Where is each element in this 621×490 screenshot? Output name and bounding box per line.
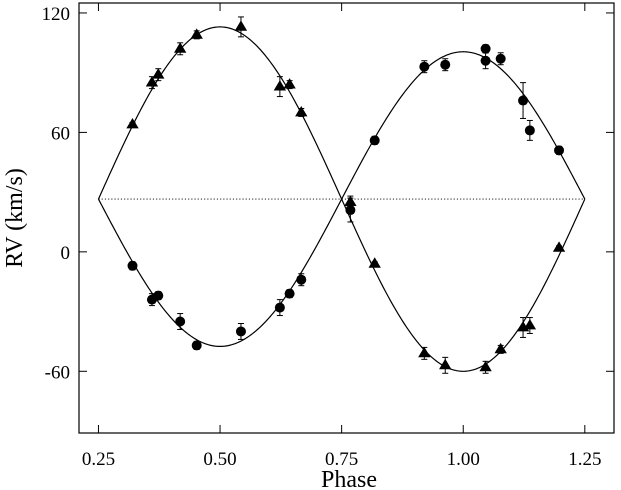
triangle-point bbox=[126, 117, 139, 129]
orbit-curve-circle-star bbox=[97, 51, 586, 348]
triangle-point bbox=[173, 42, 187, 53]
x-tick-label: 0.50 bbox=[203, 449, 236, 470]
triangle-point bbox=[479, 360, 492, 372]
circle-point bbox=[296, 274, 307, 285]
circle-point bbox=[175, 316, 186, 327]
triangle-point bbox=[368, 257, 381, 268]
triangle-point bbox=[494, 342, 507, 354]
circle-point bbox=[480, 55, 491, 66]
x-tick-label: 0.25 bbox=[82, 449, 115, 470]
x-tick-label: 0.75 bbox=[325, 449, 358, 470]
triangle-point bbox=[283, 78, 296, 89]
triangle-point bbox=[273, 80, 287, 91]
circle-point bbox=[554, 145, 565, 156]
circle-point bbox=[235, 326, 246, 337]
triangle-point bbox=[152, 68, 165, 79]
y-tick-label: 60 bbox=[51, 123, 70, 144]
triangle-point bbox=[145, 76, 159, 87]
circle-point bbox=[419, 61, 430, 72]
triangle-point bbox=[295, 105, 308, 117]
x-tick-label: 1.25 bbox=[568, 449, 601, 470]
circle-point bbox=[369, 135, 380, 146]
circle-point bbox=[518, 95, 529, 106]
circle-point bbox=[191, 340, 202, 351]
triangle-point bbox=[523, 319, 537, 330]
circle-point bbox=[524, 125, 535, 136]
triangle-point bbox=[418, 346, 431, 358]
x-axis-label: Phase bbox=[321, 467, 377, 490]
circle-point bbox=[480, 43, 491, 54]
x-tick-label: 1.00 bbox=[447, 449, 480, 470]
ticks-layer: 0.25 0.50 0.75 1.00 1.25 -60 0 60 120 bbox=[42, 3, 614, 470]
circle-point bbox=[495, 53, 506, 64]
data-points-layer bbox=[126, 16, 566, 374]
circle-point bbox=[440, 59, 451, 70]
plot-frame bbox=[78, 2, 615, 434]
circle-point bbox=[345, 205, 356, 216]
triangle-point bbox=[439, 358, 452, 370]
triangle-point bbox=[234, 20, 248, 31]
circle-point bbox=[274, 302, 285, 313]
y-tick-label: 120 bbox=[42, 4, 71, 25]
y-axis-label: RV (km/s) bbox=[2, 168, 28, 268]
triangle-point bbox=[552, 241, 566, 252]
circle-point bbox=[153, 290, 164, 301]
circle-point bbox=[127, 260, 138, 271]
triangle-point bbox=[190, 28, 203, 39]
circle-point bbox=[284, 288, 295, 299]
y-tick-label: -60 bbox=[45, 362, 70, 383]
y-tick-label: 0 bbox=[61, 243, 71, 264]
